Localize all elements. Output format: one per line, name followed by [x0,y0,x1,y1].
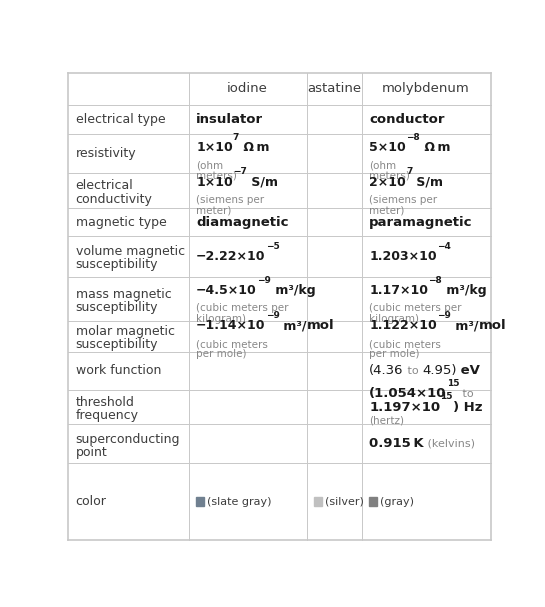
Text: Hz: Hz [459,401,482,413]
Text: susceptibility: susceptibility [76,259,158,271]
Text: iodine: iodine [227,82,268,95]
Text: −1.14×10: −1.14×10 [196,319,265,333]
Text: 15: 15 [440,392,453,401]
Text: 0.915 K: 0.915 K [370,437,424,450]
Text: S/m: S/m [247,175,278,189]
Text: 1×10: 1×10 [196,141,233,154]
Text: meter): meter) [370,206,404,215]
Text: (4.36: (4.36 [370,364,404,378]
Text: astatine: astatine [307,82,361,95]
Text: point: point [76,446,107,459]
Text: 1.197×10: 1.197×10 [370,401,440,413]
Text: (cubic meters: (cubic meters [196,339,268,349]
Text: meters): meters) [196,171,237,181]
Text: (siemens per: (siemens per [370,195,438,205]
Text: electrical type: electrical type [76,113,165,126]
Text: meters): meters) [370,171,410,181]
Text: molybdenum: molybdenum [382,82,470,95]
Text: paramagnetic: paramagnetic [370,215,473,229]
Text: m³/: m³/ [451,319,479,333]
Text: (slate gray): (slate gray) [207,497,271,507]
Text: threshold: threshold [76,396,135,409]
Text: (cubic meters: (cubic meters [370,339,441,349]
Text: kilogram): kilogram) [370,314,419,324]
Text: kilogram): kilogram) [196,314,246,324]
Bar [370,498,377,506]
Text: electrical: electrical [76,180,134,192]
Text: −9: −9 [257,276,271,285]
Text: 7: 7 [233,133,239,142]
Text: 5×10: 5×10 [370,141,406,154]
Text: 7: 7 [406,168,413,177]
Text: −8: −8 [428,276,442,285]
Text: (silver): (silver) [325,497,364,507]
Text: (cubic meters per: (cubic meters per [196,304,289,313]
Text: −8: −8 [406,133,420,142]
Text: −4.5×10: −4.5×10 [196,284,257,297]
Text: per mole): per mole) [370,349,420,359]
Text: volume magnetic: volume magnetic [76,245,185,259]
Text: 1×10: 1×10 [196,175,233,189]
Text: susceptibility: susceptibility [76,300,158,314]
Text: (cubic meters per: (cubic meters per [370,304,462,313]
Text: (ohm: (ohm [370,161,396,171]
Text: conductor: conductor [370,113,445,126]
Text: superconducting: superconducting [76,433,180,446]
Text: susceptibility: susceptibility [76,338,158,351]
Text: 15: 15 [447,379,459,388]
Text: −4: −4 [437,242,451,251]
Text: S/m: S/m [413,175,444,189]
Text: diamagnetic: diamagnetic [196,215,289,229]
Text: −2.22×10: −2.22×10 [196,250,265,263]
Text: eV: eV [456,364,480,378]
Text: meter): meter) [196,206,232,215]
Text: m³/kg: m³/kg [442,284,487,297]
Text: color: color [76,495,107,508]
Text: to: to [459,389,474,399]
Bar [196,498,204,506]
Text: −7: −7 [233,168,247,177]
Text: mass magnetic: mass magnetic [76,288,172,300]
Text: molar magnetic: molar magnetic [76,325,175,338]
Text: to: to [404,366,422,376]
Text: 1.17×10: 1.17×10 [370,284,428,297]
Text: −9: −9 [437,311,451,320]
Text: 1.203×10: 1.203×10 [370,250,437,263]
Text: −5: −5 [265,242,280,251]
Text: frequency: frequency [76,409,139,422]
Text: (gray): (gray) [380,497,414,507]
Text: Ω m: Ω m [420,141,450,154]
Text: (hertz): (hertz) [370,415,404,425]
Bar [314,498,322,506]
Text: work function: work function [76,364,161,378]
Text: −9: −9 [265,311,280,320]
Text: Ω m: Ω m [239,141,270,154]
Text: conductivity: conductivity [76,192,153,206]
Text: (1.054×10: (1.054×10 [370,387,447,401]
Text: (ohm: (ohm [196,161,223,171]
Text: ): ) [453,401,459,413]
Text: 1.122×10: 1.122×10 [370,319,437,333]
Text: mol: mol [479,319,506,333]
Text: 4.95): 4.95) [422,364,456,378]
Text: 2×10: 2×10 [370,175,406,189]
Text: resistivity: resistivity [76,147,136,160]
Text: (kelvins): (kelvins) [424,439,475,449]
Text: insulator: insulator [196,113,263,126]
Text: per mole): per mole) [196,349,246,359]
Text: m³/: m³/ [280,319,307,333]
Text: magnetic type: magnetic type [76,215,166,229]
Text: mol: mol [307,319,335,333]
Text: (siemens per: (siemens per [196,195,264,205]
Text: m³/kg: m³/kg [271,284,316,297]
